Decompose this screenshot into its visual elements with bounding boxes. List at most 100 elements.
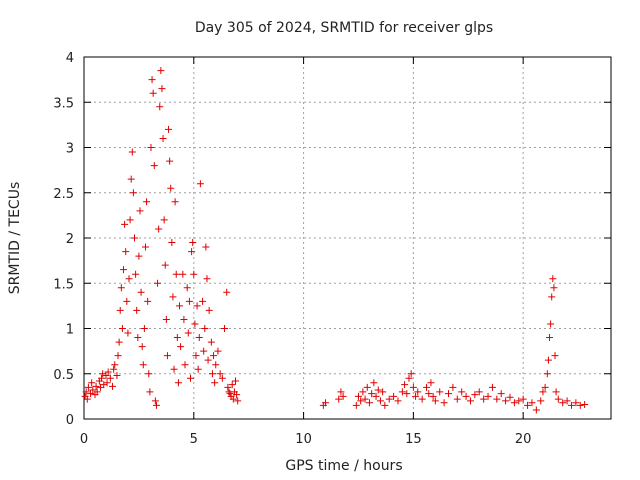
data-point [100,381,108,389]
data-point [192,352,200,360]
data-point [401,381,409,389]
data-point [581,401,589,409]
data-point [403,390,411,398]
data-point [510,399,518,407]
data-point [99,370,107,378]
data-point [543,370,551,378]
data-point [170,365,178,373]
data-point [127,175,135,183]
data-point [567,401,575,409]
data-point [132,270,140,278]
data-point [352,401,360,409]
data-point [173,334,181,342]
data-point [502,397,510,405]
data-point [118,325,126,332]
data-point [550,284,558,292]
data-point [113,372,121,380]
data-point [232,377,240,385]
y-tick-label: 3 [66,142,74,157]
data-point [191,320,199,328]
data-point [357,397,365,405]
data-point [84,383,92,391]
data-point [154,279,162,287]
data-point [135,252,143,260]
data-point [163,352,171,360]
data-point [385,395,393,403]
data-point [104,368,112,376]
data-point [532,406,540,414]
data-point [110,365,118,373]
data-point [174,379,182,387]
data-point [176,302,184,310]
data-point [544,356,552,364]
data-point [125,275,133,283]
data-point [131,234,139,242]
data-point [147,144,155,151]
data-point [493,395,501,403]
data-point [484,392,492,400]
data-point [414,388,422,396]
data-point [189,239,197,247]
x-tick-label: 15 [405,432,422,447]
data-point [179,270,187,278]
y-tick-label: 4 [66,51,74,66]
data-point [137,288,145,296]
y-tick-label: 0 [66,413,74,428]
data-point [141,243,149,251]
data-point [548,293,556,301]
data-point [103,379,111,387]
data-point [120,266,128,274]
data-point [172,270,180,278]
data-point [539,388,547,396]
data-point [98,374,106,382]
data-point [218,374,226,382]
data-point [124,329,132,337]
data-point [207,338,215,346]
data-point [138,343,146,351]
data-point [381,401,389,409]
y-tick-label: 2 [66,232,74,247]
data-point [361,395,369,403]
data-point [223,288,231,296]
data-point [423,383,431,391]
data-point [186,374,194,382]
data-point [233,391,241,399]
data-point [129,189,137,197]
data-point [212,361,220,369]
y-tick-label: 2.5 [53,187,74,202]
data-point [449,383,457,391]
data-point [195,334,203,342]
data-point [547,320,555,328]
data-point [224,383,232,391]
data-point [116,306,124,314]
data-point [93,388,101,396]
y-axis-ticks: 0 0.5 1 1.5 2 2.5 3 3.5 4 [53,51,611,428]
data-point [559,399,567,407]
data-point [466,397,474,405]
data-point [541,383,549,391]
data-point [524,401,532,409]
data-point [126,216,134,224]
data-point [572,399,580,407]
data-point [204,356,212,364]
x-axis-ticks: 0 5 10 15 20 [80,57,531,447]
data-point [390,392,398,400]
data-point [412,392,420,400]
data-point [168,239,176,247]
data-point [552,388,560,396]
data-point [133,306,141,314]
data-point [394,397,402,405]
data-point [440,399,448,407]
data-point [445,390,453,398]
data-point [368,390,376,398]
data-points [81,67,589,414]
data-point [109,382,117,390]
y-axis-label: SRMTID / TECUs [7,182,23,295]
data-point [537,397,545,405]
data-point [161,261,169,269]
grid [84,57,611,419]
data-point [181,361,189,369]
data-point [221,325,229,332]
data-point [136,207,144,215]
data-point [169,293,177,301]
